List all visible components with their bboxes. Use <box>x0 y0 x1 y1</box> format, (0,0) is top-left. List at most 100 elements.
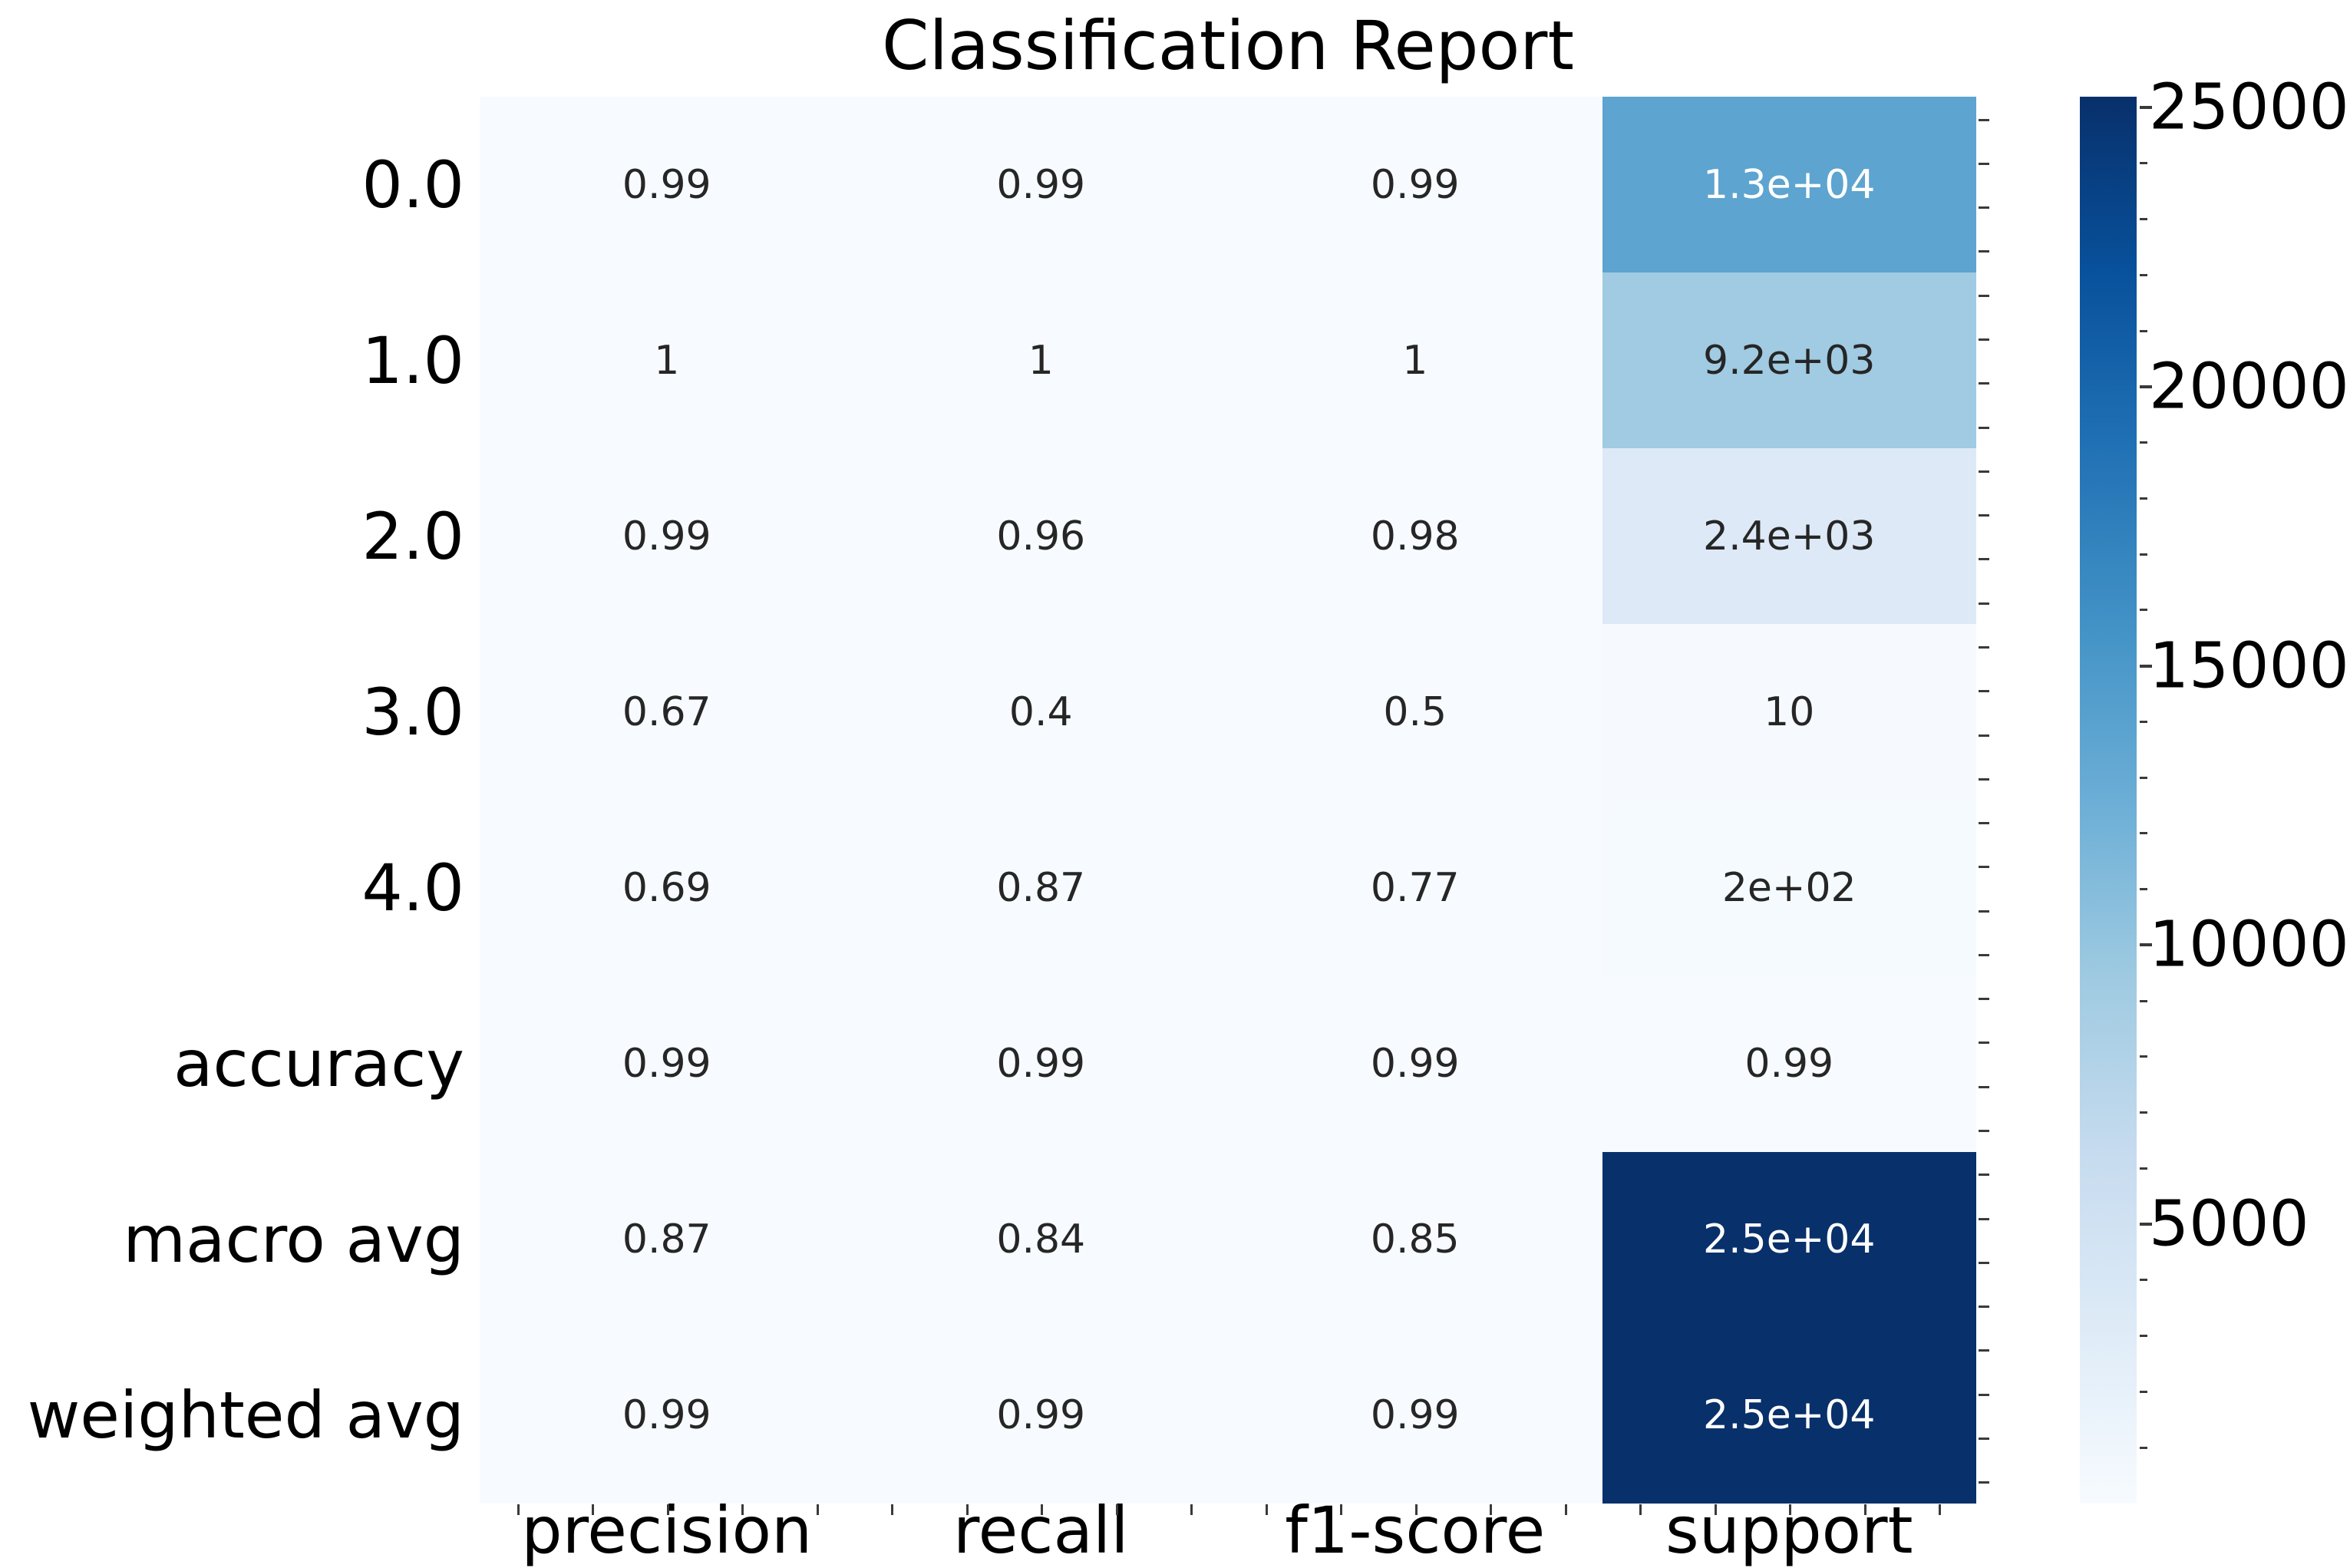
cell-value: 0.85 <box>1370 1216 1460 1263</box>
heatmap-cell: 2.5e+04 <box>1602 1151 1976 1328</box>
x-minor-tick <box>1639 1504 1642 1515</box>
cell-value: 0.99 <box>622 161 711 208</box>
heatmap-cell: 0.85 <box>1228 1151 1602 1328</box>
colorbar-minor-tick <box>2140 1279 2147 1282</box>
x-minor-tick <box>965 1504 969 1515</box>
x-minor-tick <box>1939 1504 1942 1515</box>
heatmap-cell: 0.99 <box>1228 97 1602 273</box>
colorbar-major-tick <box>2140 1223 2152 1226</box>
x-minor-tick <box>1041 1504 1044 1515</box>
colorbar-tick-label: 5000 <box>2149 1187 2309 1261</box>
heatmap-cell: 1.3e+04 <box>1602 97 1976 273</box>
y-minor-tick <box>1979 250 1989 253</box>
chart-title: Classification Report <box>882 6 1574 85</box>
heatmap-cell: 0.5 <box>1228 624 1602 801</box>
y-minor-tick <box>1979 822 1989 825</box>
cell-value: 0.96 <box>996 513 1086 560</box>
heatmap-cell: 0.87 <box>480 1151 854 1328</box>
cell-value: 0.98 <box>1370 513 1460 560</box>
x-axis-minor-ticks <box>480 1504 1976 1517</box>
x-minor-tick <box>1789 1504 1792 1515</box>
y-minor-tick <box>1979 1261 1989 1264</box>
cell-value: 0.84 <box>996 1216 1086 1263</box>
y-minor-tick <box>1979 1438 1989 1440</box>
colorbar-minor-tick <box>2140 720 2147 723</box>
colorbar-minor-tick <box>2140 609 2147 612</box>
heatmap-cell: 1 <box>1228 272 1602 449</box>
cell-value: 2e+02 <box>1721 865 1857 912</box>
cell-value: 0.69 <box>622 865 711 912</box>
y-minor-tick <box>1979 909 1989 913</box>
x-minor-tick <box>741 1504 744 1515</box>
heatmap-cell: 9.2e+03 <box>1602 272 1976 449</box>
cell-value: 1 <box>1402 337 1428 384</box>
cell-value: 0.99 <box>996 161 1086 208</box>
colorbar-major-tick <box>2140 105 2152 109</box>
y-minor-tick <box>1979 734 1989 737</box>
colorbar-major-tick <box>2140 385 2152 388</box>
heatmap-cell: 0.99 <box>853 1327 1228 1504</box>
colorbar-minor-tick <box>2140 1167 2147 1170</box>
y-minor-tick <box>1979 1041 1989 1045</box>
colorbar-minor-tick <box>2140 441 2147 444</box>
x-minor-tick <box>1265 1504 1268 1515</box>
y-minor-tick <box>1979 953 1989 956</box>
row-label: 4.0 <box>361 850 464 926</box>
x-minor-tick <box>1115 1504 1118 1515</box>
heatmap-cell: 2.4e+03 <box>1602 448 1976 625</box>
heatmap-cell: 0.96 <box>853 448 1228 625</box>
heatmap-cell: 0.69 <box>480 800 854 976</box>
y-minor-tick <box>1979 1393 1989 1396</box>
heatmap-cell: 0.99 <box>1228 975 1602 1152</box>
y-minor-tick <box>1979 294 1989 297</box>
cell-value: 0.99 <box>1744 1041 1834 1088</box>
colorbar-tick-label: 15000 <box>2149 629 2349 703</box>
heatmap: 0.99 0.99 0.99 1.3e+04 1 1 1 9.2e+03 0.99 0.96 0.9… <box>480 97 1976 1504</box>
y-minor-tick <box>1979 514 1989 517</box>
x-minor-tick <box>891 1504 894 1515</box>
row-label: weighted avg <box>27 1378 464 1454</box>
y-minor-tick <box>1979 1174 1989 1177</box>
y-minor-tick <box>1979 866 1989 869</box>
colorbar-minor-tick <box>2140 1335 2147 1338</box>
x-minor-tick <box>1340 1504 1343 1515</box>
colorbar-minor-tick <box>2140 1446 2147 1449</box>
cell-value: 0.87 <box>996 865 1086 912</box>
colorbar-minor-tick <box>2140 217 2147 220</box>
colorbar <box>2080 97 2137 1504</box>
x-minor-tick <box>1190 1504 1193 1515</box>
row-label: 0.0 <box>361 147 464 223</box>
heatmap-cell: 0.99 <box>480 1327 854 1504</box>
colorbar-minor-tick <box>2140 329 2147 332</box>
cell-value: 0.99 <box>1370 161 1460 208</box>
cell-value: 2.4e+03 <box>1703 513 1876 560</box>
heatmap-cell: 0.4 <box>853 624 1228 801</box>
heatmap-cell: 0.99 <box>480 975 854 1152</box>
colorbar-tick-label: 10000 <box>2149 908 2349 982</box>
y-minor-tick <box>1979 998 1989 1001</box>
colorbar-ticks <box>2140 97 2155 1504</box>
y-minor-tick <box>1979 1130 1989 1133</box>
cell-value: 0.4 <box>1008 688 1073 735</box>
colorbar-tick-label: 20000 <box>2149 350 2349 424</box>
cell-value: 0.99 <box>1370 1041 1460 1088</box>
x-minor-tick <box>592 1504 595 1515</box>
x-minor-tick <box>1564 1504 1567 1515</box>
heatmap-cell: 0.99 <box>480 448 854 625</box>
colorbar-minor-tick <box>2140 999 2147 1002</box>
y-minor-tick <box>1979 602 1989 605</box>
x-minor-tick <box>1490 1504 1493 1515</box>
heatmap-cell: 1 <box>480 272 854 449</box>
colorbar-minor-tick <box>2140 273 2147 276</box>
heatmap-cell: 0.67 <box>480 624 854 801</box>
colorbar-minor-tick <box>2140 162 2147 165</box>
x-minor-tick <box>517 1504 520 1515</box>
row-label: 1.0 <box>361 322 464 398</box>
colorbar-minor-tick <box>2140 776 2147 779</box>
y-minor-tick <box>1979 1306 1989 1309</box>
cell-value: 0.99 <box>996 1041 1086 1088</box>
colorbar-minor-tick <box>2140 1390 2147 1393</box>
colorbar-minor-tick <box>2140 832 2147 835</box>
heatmap-cell: 10 <box>1602 624 1976 801</box>
y-axis-minor-ticks <box>1979 97 1991 1504</box>
